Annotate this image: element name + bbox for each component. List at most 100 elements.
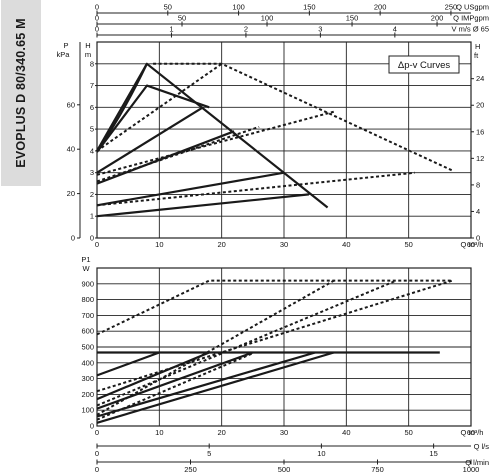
head-x-tick-label: 20 xyxy=(217,240,225,249)
power-x-tick-label: 40 xyxy=(342,428,350,437)
bottom-axis-tick-label: 0 xyxy=(95,465,99,474)
head-y-tick-label: 0 xyxy=(90,234,94,243)
power-x-tick-label: 30 xyxy=(280,428,288,437)
kpa-tick-label: 60 xyxy=(67,100,75,109)
ft-tick-label: 4 xyxy=(476,207,480,216)
power-y-tick-label: 0 xyxy=(90,422,94,431)
power-axis-label-w: W xyxy=(82,264,90,273)
power-x-tick-label: 60 xyxy=(467,428,475,437)
top-axis-tick-label: 150 xyxy=(303,3,316,12)
ft-tick-label: 16 xyxy=(476,127,484,136)
power-x-tick-label: 0 xyxy=(95,428,99,437)
head-x-axis-label: Q m³/h xyxy=(461,240,484,249)
power-dotted-curve xyxy=(96,279,453,393)
top-axis-tick-label: 200 xyxy=(374,3,387,12)
top-axis-tick-label: 50 xyxy=(164,3,172,12)
kpa-tick-label: 40 xyxy=(67,145,75,154)
top-axis-label: Q USgpm xyxy=(456,3,489,12)
top-axis-tick-label: 150 xyxy=(346,14,359,23)
top-axis-tick-label: 1 xyxy=(169,25,173,34)
legend-box xyxy=(388,55,460,74)
head-axis-label-m: m xyxy=(85,50,91,59)
power-y-tick-label: 200 xyxy=(81,390,94,399)
kpa-axis-label-p: P xyxy=(63,41,68,50)
power-y-tick-label: 400 xyxy=(81,358,94,367)
ft-tick-label: 8 xyxy=(476,180,480,189)
kpa-tick-label: 20 xyxy=(67,189,75,198)
bottom-axis-tick-label: 250 xyxy=(184,465,197,474)
ft-axis-label-h: H xyxy=(475,42,480,51)
power-y-tick-label: 900 xyxy=(81,279,94,288)
head-y-tick-label: 4 xyxy=(90,146,94,155)
power-x-tick-label: 50 xyxy=(404,428,412,437)
power-dotted-curve xyxy=(96,352,254,421)
ft-tick-label: 12 xyxy=(476,154,484,163)
bottom-axis-tick-label: 0 xyxy=(95,449,99,458)
power-x-axis-label: Q m³/h xyxy=(461,428,484,437)
kpa-axis-label-unit: kPa xyxy=(57,50,71,59)
top-axis-tick-label: 250 xyxy=(445,3,458,12)
head-x-tick-label: 40 xyxy=(342,240,350,249)
power-dotted-curve xyxy=(96,279,453,336)
top-axis-label: V m/s Ø 65 xyxy=(451,25,489,34)
top-axis-tick-label: 100 xyxy=(261,14,274,23)
head-y-tick-label: 7 xyxy=(90,81,94,90)
head-x-tick-label: 60 xyxy=(467,240,475,249)
top-axis-tick-label: 50 xyxy=(178,14,186,23)
ft-axis-label-unit: ft xyxy=(474,51,479,60)
sidebar-band xyxy=(1,0,41,186)
power-y-tick-label: 100 xyxy=(81,406,94,415)
power-solid-curve xyxy=(96,351,160,377)
bottom-axis-tick-label: 750 xyxy=(371,465,384,474)
head-y-tick-label: 8 xyxy=(90,59,94,68)
power-x-tick-label: 10 xyxy=(155,428,163,437)
head-dotted-curve xyxy=(96,110,335,176)
head-dotted-curve xyxy=(96,171,416,207)
head-y-tick-label: 5 xyxy=(90,125,94,134)
kpa-tick-label: 0 xyxy=(71,234,75,243)
top-axis-tick-label: 4 xyxy=(393,25,397,34)
power-y-tick-label: 600 xyxy=(81,327,94,336)
top-axis-tick-label: 100 xyxy=(232,3,245,12)
bottom-axis-tick-label: 5 xyxy=(207,449,211,458)
top-axis-label: Q IMPgpm xyxy=(453,14,489,23)
head-solid-curve xyxy=(96,171,285,207)
top-axis-tick-label: 3 xyxy=(318,25,322,34)
legend-label: Δp-v Curves xyxy=(398,60,451,71)
bottom-axis-label: Q l/s xyxy=(474,442,490,451)
top-axis-tick-label: 0 xyxy=(95,3,99,12)
head-y-tick-label: 2 xyxy=(90,190,94,199)
bottom-axis-tick-label: 10 xyxy=(317,449,325,458)
head-x-tick-label: 50 xyxy=(404,240,412,249)
head-dotted-curve xyxy=(153,62,453,172)
head-axis-label-h: H xyxy=(85,41,90,50)
head-max-curve xyxy=(96,63,148,152)
power-dotted-curve xyxy=(96,279,335,416)
head-x-tick-label: 0 xyxy=(95,240,99,249)
power-y-tick-label: 800 xyxy=(81,295,94,304)
bottom-axis-label: Q l/min xyxy=(465,458,489,467)
sidebar: EVOPLUS D 80/340.65 M xyxy=(0,0,41,476)
head-y-tick-label: 1 xyxy=(90,212,94,221)
power-solid-curve xyxy=(96,351,335,424)
power-y-tick-label: 300 xyxy=(81,374,94,383)
bottom-axis-tick-label: 1000 xyxy=(463,465,480,474)
ft-tick-label: 20 xyxy=(476,101,484,110)
head-x-tick-label: 10 xyxy=(155,240,163,249)
power-y-tick-label: 500 xyxy=(81,343,94,352)
power-axis-label-p1: P1 xyxy=(81,255,90,264)
ft-tick-label: 24 xyxy=(476,74,484,83)
head-dotted-curve xyxy=(96,62,223,152)
head-solid-curve xyxy=(96,106,204,174)
bottom-axis-tick-label: 500 xyxy=(278,465,291,474)
power-solid-curve xyxy=(96,351,316,418)
power-dotted-curve xyxy=(96,279,397,407)
head-y-tick-label: 3 xyxy=(90,168,94,177)
bottom-axis-tick-label: 15 xyxy=(429,449,437,458)
head-solid-curve xyxy=(96,84,210,153)
head-dotted-curve xyxy=(96,125,260,183)
head-y-tick-label: 6 xyxy=(90,103,94,112)
top-axis-tick-label: 2 xyxy=(244,25,248,34)
power-y-tick-label: 700 xyxy=(81,311,94,320)
